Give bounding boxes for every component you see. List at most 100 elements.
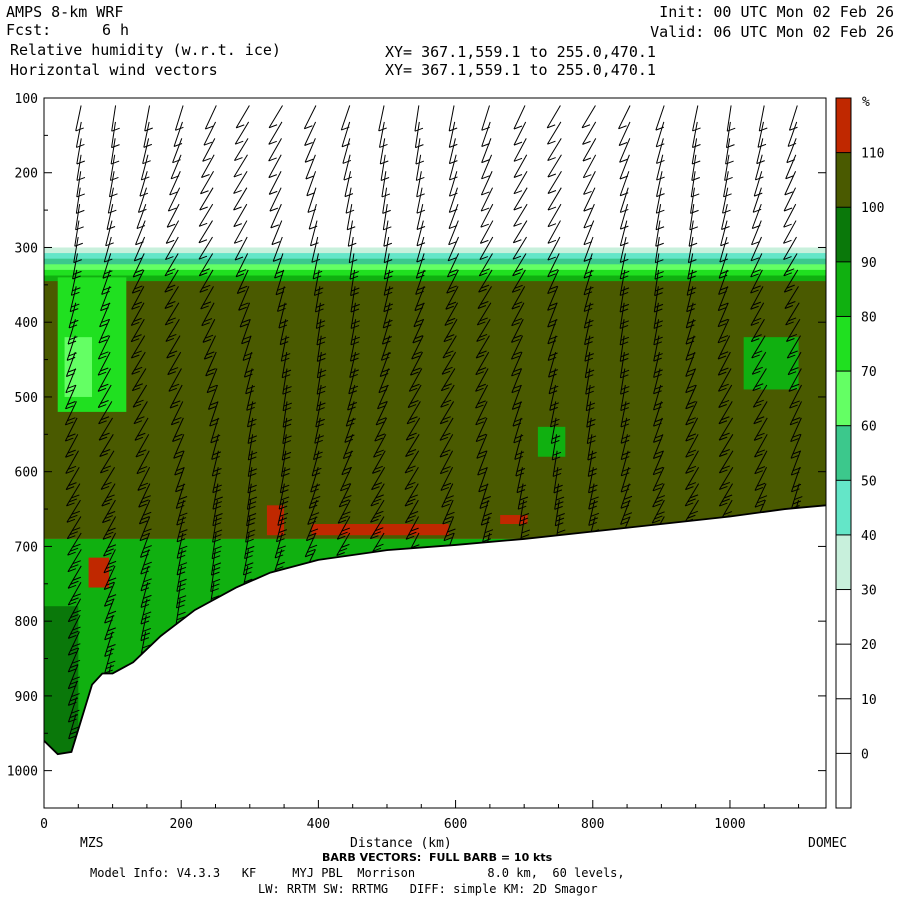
wind-barb-flag <box>548 390 558 395</box>
wind-barb-staff <box>278 483 285 510</box>
wind-barb-staff <box>416 236 425 263</box>
wind-barb-flag <box>447 528 456 533</box>
wind-barb-flag <box>784 191 793 196</box>
wind-barb-staff <box>653 302 659 329</box>
wind-barb-flag <box>720 399 730 404</box>
wind-barb-staff <box>371 466 386 490</box>
wind-barb-flag <box>622 516 631 521</box>
wind-barb-flag <box>753 334 762 339</box>
wind-barb-staff <box>686 286 694 312</box>
wind-barb-flag <box>790 383 800 388</box>
wind-barb-flag <box>268 140 277 145</box>
colorbar-label: 100 <box>861 201 884 216</box>
wind-barb-flag <box>341 527 351 532</box>
wind-barb-flag <box>723 511 733 516</box>
wind-barb-flag <box>656 209 665 214</box>
wind-barb-flag <box>71 291 80 296</box>
wind-barb-staff <box>586 401 592 428</box>
wind-barb-flag <box>583 174 592 179</box>
wind-barb-flag <box>71 676 80 681</box>
wind-barb-flag <box>138 449 147 454</box>
wind-barb-flag <box>547 256 557 261</box>
wind-barb-staff <box>308 203 317 230</box>
wind-barb-staff <box>274 253 284 279</box>
wind-barb-flag <box>547 206 557 211</box>
wind-barb-flag <box>273 257 282 262</box>
wind-barb-flag <box>65 405 74 410</box>
wind-barb-flag <box>514 284 523 289</box>
wind-barb-flag <box>554 484 563 489</box>
y-tick-label: 900 <box>15 690 38 705</box>
wind-barb-flag <box>176 616 185 621</box>
wind-barb-flag <box>547 190 557 194</box>
wind-barb-flag <box>621 472 630 477</box>
wind-barb-flag <box>282 468 291 473</box>
wind-barb-staff <box>651 499 665 524</box>
wind-barb-staff <box>479 236 494 260</box>
wind-barb-flag <box>442 354 452 359</box>
wind-barb-flag <box>65 469 74 474</box>
wind-barb-flag <box>446 511 455 516</box>
wind-barb-flag <box>343 466 352 471</box>
wind-barb-flag <box>213 534 222 539</box>
wind-barb-flag <box>104 602 113 607</box>
wind-barb-flag <box>65 437 74 442</box>
wind-barb-flag <box>164 288 173 293</box>
wind-barb-staff <box>550 401 557 428</box>
wind-barb-staff <box>685 335 695 361</box>
wind-barb-staff <box>378 121 385 148</box>
wind-barb-flag <box>306 192 315 197</box>
wind-barb-flag <box>756 449 765 454</box>
wind-barb-flag <box>344 193 354 198</box>
wind-barb-flag <box>106 598 115 603</box>
wind-barb-flag <box>104 515 113 520</box>
wind-barb-flag <box>372 531 382 536</box>
wind-barb-flag <box>620 374 629 379</box>
wind-barb-flag <box>278 324 288 329</box>
wind-barb-flag <box>337 535 346 540</box>
wind-barb-staff <box>446 269 459 294</box>
wind-barb-staff <box>341 121 351 147</box>
wind-barb-flag <box>481 175 490 180</box>
rh-transition-stripe <box>44 269 826 276</box>
wind-barb-staff <box>199 187 214 211</box>
wind-barb-staff <box>754 154 763 181</box>
wind-barb-staff <box>405 434 420 457</box>
wind-barb-flag <box>687 465 697 470</box>
wind-barb-flag <box>479 317 488 322</box>
wind-barb-flag <box>621 386 630 391</box>
x-tick-label: 800 <box>581 817 604 832</box>
wind-barb-flag <box>143 511 152 516</box>
wind-barb-flag <box>514 301 523 306</box>
wind-barb-staff <box>510 335 524 360</box>
wind-barb-flag <box>166 354 175 359</box>
wind-barb-flag <box>73 259 82 264</box>
wind-barb-staff <box>789 401 802 426</box>
wind-barb-staff <box>316 335 322 362</box>
wind-barb-flag <box>173 417 182 422</box>
y-tick-label: 300 <box>15 241 38 256</box>
wind-barb-flag <box>653 438 662 443</box>
wind-barb-flag <box>416 274 425 279</box>
wind-barb-staff <box>751 351 767 375</box>
wind-barb-flag <box>721 498 730 503</box>
wind-barb-staff <box>653 351 660 378</box>
wind-barb-flag <box>211 578 221 583</box>
wind-barb-staff <box>442 499 454 525</box>
wind-barb-staff <box>73 236 79 263</box>
wind-barb-flag <box>316 390 326 395</box>
wind-barb-staff <box>685 401 698 426</box>
wind-barb-staff <box>336 532 351 556</box>
wind-barb-staff <box>652 483 665 508</box>
wind-barb-flag <box>139 537 149 542</box>
wind-barb-staff <box>67 532 82 556</box>
wind-barb-flag <box>206 351 215 356</box>
wind-barb-flag <box>440 470 449 475</box>
wind-barb-flag <box>199 222 208 227</box>
wind-barb-staff <box>551 434 558 461</box>
wind-barb-flag <box>756 466 766 471</box>
wind-barb-flag <box>480 207 490 212</box>
wind-barb-staff <box>65 384 77 410</box>
wind-barb-staff <box>348 236 354 263</box>
wind-barb-staff <box>282 401 288 428</box>
